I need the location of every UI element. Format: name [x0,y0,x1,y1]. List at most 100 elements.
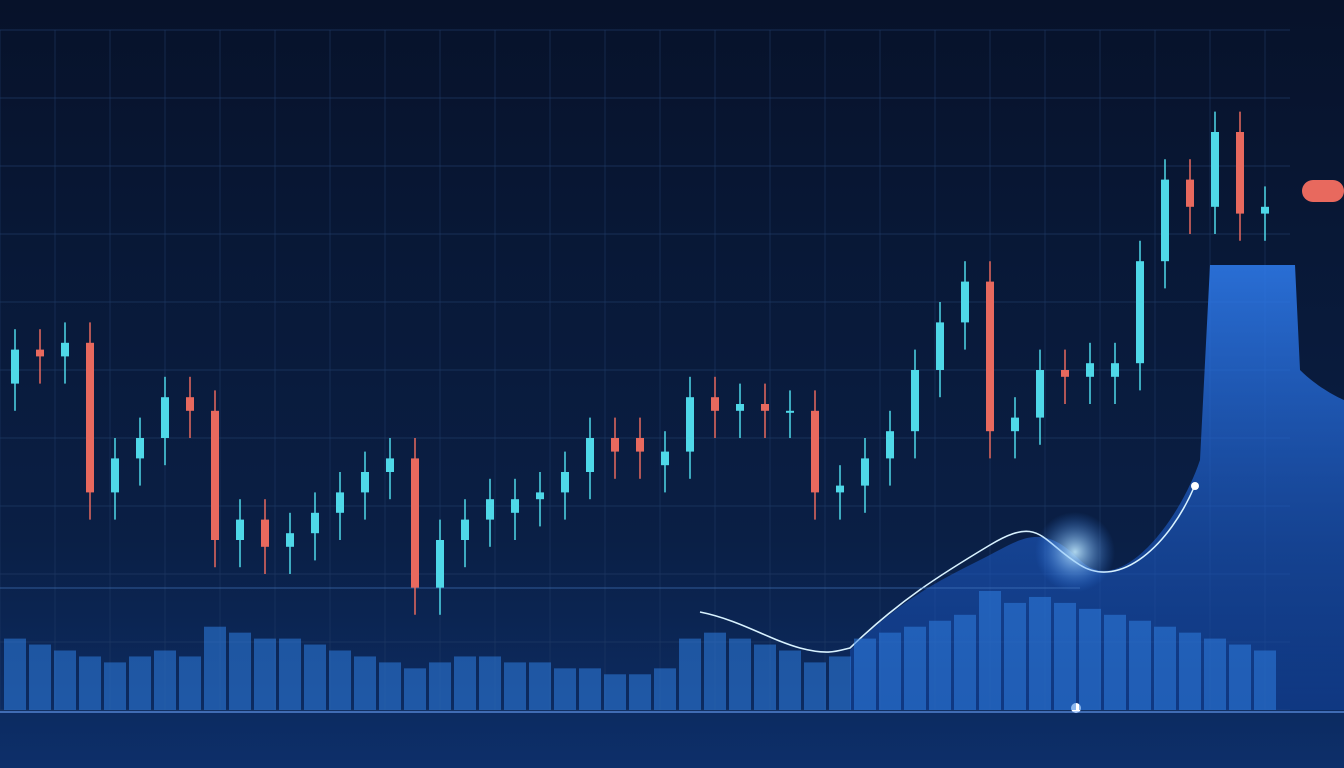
volume-bar [704,632,726,710]
candle-body [36,349,44,357]
candle-body [211,410,219,540]
volume-bar [1129,620,1151,710]
candle-body [86,342,94,493]
candle-body [386,458,394,472]
volume-bar [654,668,676,710]
volume-bar [404,668,426,710]
volume-bar [929,620,951,710]
volume-bar [1079,608,1101,710]
volume-bar [629,674,651,710]
candle-body [161,397,169,438]
candle-body [511,499,519,513]
volume-bar [454,656,476,710]
volume-bar [479,656,501,710]
volume-bar [804,662,826,710]
volume-bar [879,632,901,710]
volume-bar [79,656,101,710]
candle-body [486,499,494,520]
candle-body [1036,370,1044,418]
candle-body [886,431,894,459]
candle-body [411,458,419,588]
volume-bar [1254,650,1276,710]
glow-area [850,265,1344,710]
volume-bar [854,638,876,710]
volume-bar [1054,602,1076,710]
candle-body [1061,370,1069,377]
candle-body [261,519,269,547]
volume-bar [329,650,351,710]
volume-bar [779,650,801,710]
candle-layer [11,111,1269,615]
volume-bar [1104,614,1126,710]
candle-body [1161,179,1169,262]
candle-body [711,397,719,411]
volume-bar [229,632,251,710]
candle-body [311,512,319,534]
candle-body [836,485,844,493]
candle-body [986,281,994,432]
candle-body [586,438,594,472]
volume-bar [1154,626,1176,710]
volume-bar [129,656,151,710]
candle-body [1136,261,1144,364]
volume-bar [504,662,526,710]
candle-body [636,438,644,452]
candle-body [536,492,544,500]
volume-bar [679,638,701,710]
candle-body [1261,206,1269,214]
volume-bar [1229,644,1251,710]
candle-body [686,397,694,452]
volume-bar [954,614,976,710]
candle-body [611,438,619,452]
volume-bar [204,626,226,710]
candle-body [336,492,344,513]
candle-body [1211,132,1219,207]
candle-body [1186,179,1194,207]
candle-body [1111,363,1119,377]
volume-bar [729,638,751,710]
volume-bar [254,638,276,710]
price-tag [1302,180,1344,202]
volume-layer [4,591,1276,710]
volume-bar [54,650,76,710]
candle-body [761,404,769,411]
volume-bar [829,656,851,710]
candle-body [61,342,69,357]
candle-body [236,519,244,540]
volume-bar [154,650,176,710]
candle-body [736,404,744,411]
volume-bar [104,662,126,710]
volume-bar [304,644,326,710]
volume-bar [429,662,451,710]
candle-body [561,472,569,493]
candle-body [661,451,669,466]
candle-body [811,410,819,493]
volume-bar [604,674,626,710]
volume-bar [1179,632,1201,710]
volume-bar [979,591,1001,710]
candle-body [1236,132,1244,214]
volume-bar [29,644,51,710]
volume-bar [904,626,926,710]
volume-bar [529,662,551,710]
candle-body [461,519,469,540]
volume-bar [554,668,576,710]
candle-body [1011,417,1019,432]
volume-bar [1029,596,1051,710]
glow-line [699,484,1196,653]
grid [0,29,1290,711]
candle-body [1086,363,1094,377]
volume-bar [279,638,301,710]
candle-body [136,438,144,459]
candle-body [436,540,444,588]
volume-bar [579,668,601,710]
candle-body [961,281,969,323]
candle-body [361,472,369,493]
volume-bar [1004,602,1026,710]
volume-bar [179,656,201,710]
volume-bar [354,656,376,710]
glow-dot [1191,482,1199,490]
volume-bar [379,662,401,710]
candle-body [911,370,919,432]
